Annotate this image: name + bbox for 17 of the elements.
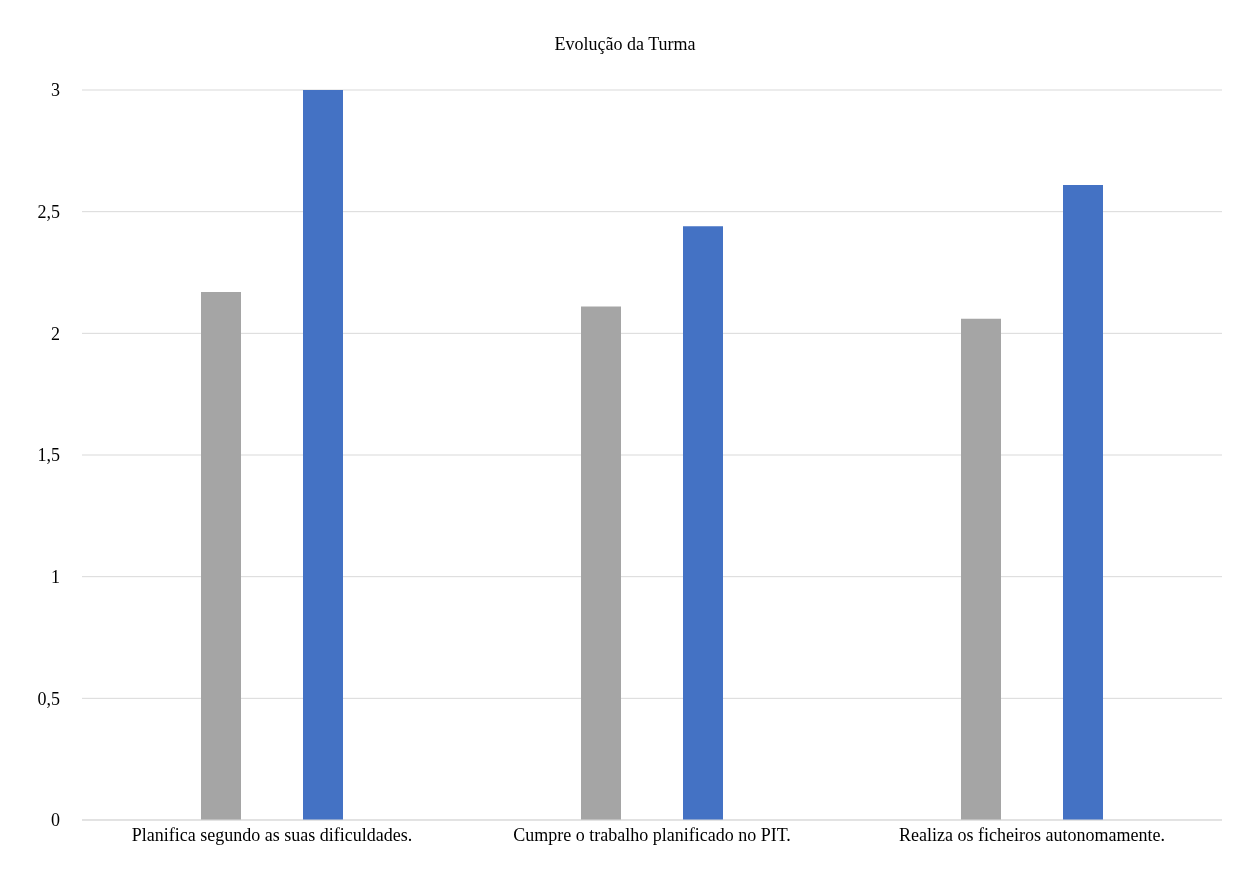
y-tick-label: 0,5 [37,688,60,709]
x-tick-label: Realiza os ficheiros autonomamente. [899,824,1165,845]
y-tick-label: 2,5 [37,202,60,223]
bar [201,291,241,820]
y-tick-label: 1 [51,567,60,588]
y-tick-label: 0 [51,810,60,831]
bar [1063,184,1103,820]
x-tick-label: Planifica segundo as suas dificuldades. [131,824,413,845]
bar [581,306,621,820]
bar [961,318,1001,820]
y-tick-label: 1,5 [37,445,60,466]
y-tick-label: 2 [51,323,60,344]
bar [683,226,723,820]
x-tick-label: Cumpre o trabalho planificado no PIT. [513,824,791,845]
chart-title: Evolução da Turma [553,34,697,55]
y-tick-label: 3 [51,80,60,101]
bar [303,90,343,820]
